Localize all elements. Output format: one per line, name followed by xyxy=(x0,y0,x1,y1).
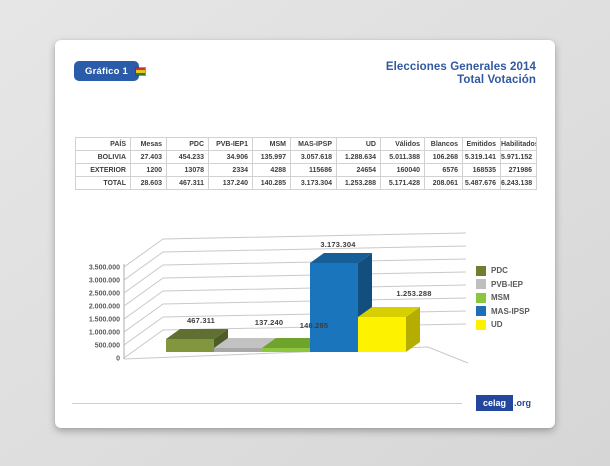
bolivia-flag-icon xyxy=(136,68,145,75)
col-header: Habilitados xyxy=(500,137,537,151)
bar-chart-3d: 3.500.000 3.000.000 2.500.000 2.000.000 … xyxy=(89,232,469,364)
svg-text:2.000.000: 2.000.000 xyxy=(89,304,120,311)
col-header: UD xyxy=(336,137,381,151)
bar-value-labels: 467.311 137.240 140.285 3.173.304 1.253.… xyxy=(187,240,431,330)
col-header: Emitidos xyxy=(462,137,501,151)
bar-pdc xyxy=(166,329,228,352)
svg-text:500.000: 500.000 xyxy=(95,343,120,350)
svg-text:137.240: 137.240 xyxy=(255,318,284,327)
svg-text:1.500.000: 1.500.000 xyxy=(89,317,120,324)
grafico-badge: Gráfico 1 xyxy=(74,61,139,81)
svg-text:3.000.000: 3.000.000 xyxy=(89,278,120,285)
col-header: MSM xyxy=(252,137,291,151)
col-header: PDC xyxy=(166,137,209,151)
page-title: Elecciones Generales 2014 Total Votación xyxy=(386,61,536,86)
table-row-bolivia: BOLIVIA 27.403 454.233 34.906 135.997 3.… xyxy=(75,150,537,164)
flag-stripe-yellow xyxy=(136,70,145,73)
col-header: PAÍS xyxy=(75,137,131,151)
svg-text:3.173.304: 3.173.304 xyxy=(320,240,356,249)
svg-text:3.500.000: 3.500.000 xyxy=(89,265,120,272)
table-row-exterior: EXTERIOR 1200 13078 2334 4288 115686 246… xyxy=(75,163,537,177)
legend-item-msm: MSM xyxy=(476,291,530,305)
legend-swatch-pvb-iep xyxy=(476,279,486,290)
svg-text:0: 0 xyxy=(116,356,120,363)
svg-text:140.285: 140.285 xyxy=(300,321,329,330)
bar-ud xyxy=(358,307,420,352)
legend-swatch-pdc xyxy=(476,265,486,276)
col-header: Válidos xyxy=(380,137,425,151)
flag-stripe-green xyxy=(136,72,145,75)
svg-text:1.000.000: 1.000.000 xyxy=(89,330,120,337)
slide-card: Gráfico 1 Elecciones Generales 2014 Tota… xyxy=(55,40,555,428)
col-header: MAS-IPSP xyxy=(290,137,337,151)
svg-text:467.311: 467.311 xyxy=(187,316,215,325)
page-title-line1: Elecciones Generales 2014 xyxy=(385,61,536,73)
legend-item-pvb-iep: PVB-IEP xyxy=(476,278,530,292)
celag-logo-box: celag xyxy=(476,395,514,411)
table-header-row: PAÍS Mesas PDC PVB-IEP1 MSM MAS-IPSP UD … xyxy=(75,137,537,151)
footer-divider xyxy=(72,403,462,404)
legend-swatch-ud xyxy=(476,319,486,330)
legend-swatch-msm xyxy=(476,292,486,303)
col-header: Blancos xyxy=(424,137,463,151)
flag-stripe-red xyxy=(136,68,145,71)
celag-logo-suffix: .org xyxy=(514,398,532,408)
svg-text:1.253.288: 1.253.288 xyxy=(396,289,431,298)
legend-item-mas-ipsp: MAS-IPSP xyxy=(476,305,530,319)
chart-legend: PDC PVB-IEP MSM MAS-IPSP UD xyxy=(476,264,530,332)
page-title-line2: Total Votación xyxy=(457,73,536,86)
celag-logo: celag .org xyxy=(476,395,531,411)
results-table: PAÍS Mesas PDC PVB-IEP1 MSM MAS-IPSP UD … xyxy=(75,137,537,190)
col-header: PVB-IEP1 xyxy=(208,137,253,151)
col-header: Mesas xyxy=(130,137,167,151)
table-row-total: TOTAL 28.603 467.311 137.240 140.285 3.1… xyxy=(75,176,537,190)
legend-swatch-mas-ipsp xyxy=(476,306,486,317)
legend-item-ud: UD xyxy=(476,318,530,332)
legend-item-pdc: PDC xyxy=(476,264,530,278)
svg-text:2.500.000: 2.500.000 xyxy=(89,291,120,298)
y-axis-ticks: 3.500.000 3.000.000 2.500.000 2.000.000 … xyxy=(89,265,120,363)
